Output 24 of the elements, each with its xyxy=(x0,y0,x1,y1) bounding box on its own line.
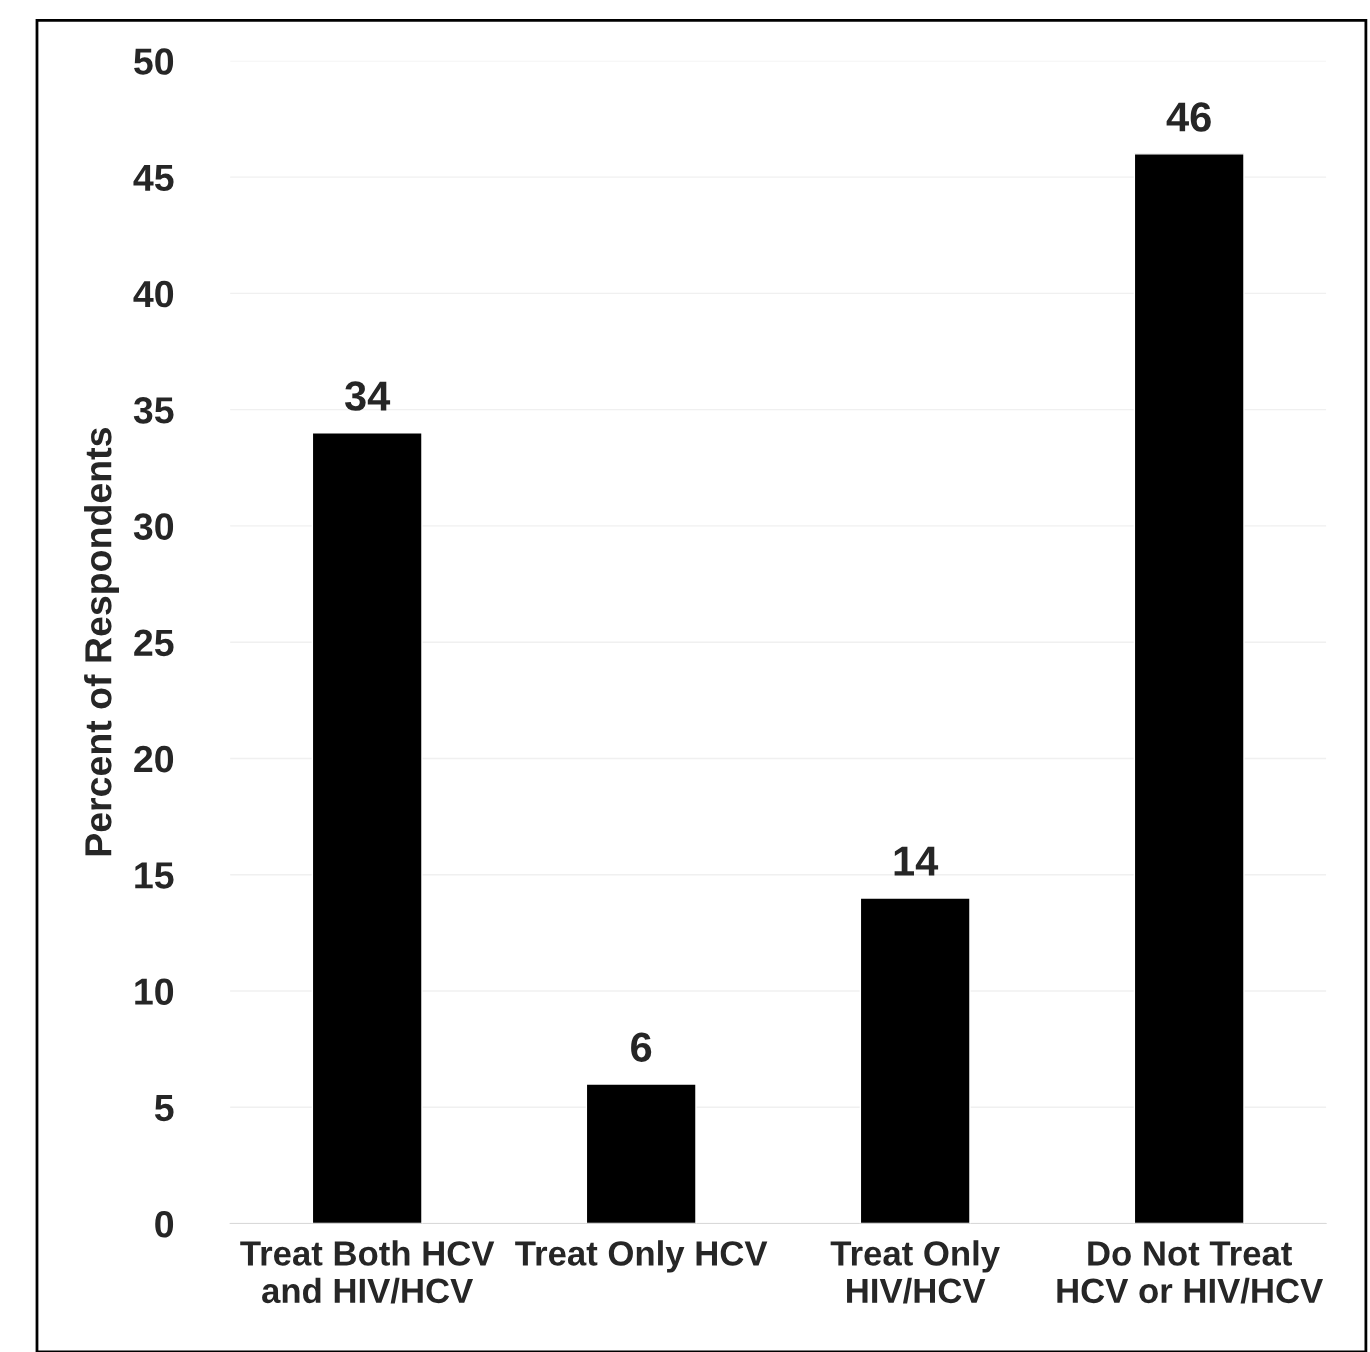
data-label: 34 xyxy=(344,381,391,411)
x-tick-label: Treat Both HCV and HIV/HCV xyxy=(240,1240,495,1304)
y-tick-label: 35 xyxy=(133,397,174,424)
x-tick-label: Do Not Treat HCV or HIV/HCV xyxy=(1057,1241,1323,1304)
bar xyxy=(859,897,971,1224)
y-tick-label: 25 xyxy=(134,629,174,657)
bar xyxy=(311,432,423,1224)
bar xyxy=(585,1083,697,1224)
y-axis-title: Percent of Respondents xyxy=(84,428,120,856)
x-tick-label: Treat Only HCV xyxy=(515,1240,768,1273)
data-label: 46 xyxy=(1166,102,1211,132)
y-tick-label: 5 xyxy=(154,1095,174,1122)
y-tick-label: 30 xyxy=(133,513,174,540)
data-label: 14 xyxy=(894,846,939,876)
y-tick-label: 50 xyxy=(134,48,174,75)
y-tick-label: 0 xyxy=(155,1210,174,1238)
y-tick-label: 45 xyxy=(133,164,174,192)
data-label: 6 xyxy=(631,1032,652,1062)
y-tick-label: 20 xyxy=(134,745,174,773)
bar xyxy=(1133,153,1245,1224)
y-tick-label: 10 xyxy=(135,978,174,1005)
y-tick-label: 40 xyxy=(133,280,174,308)
y-tick-label: 15 xyxy=(135,862,174,889)
x-tick-label: Treat Only HIV/HCV xyxy=(830,1240,1000,1304)
